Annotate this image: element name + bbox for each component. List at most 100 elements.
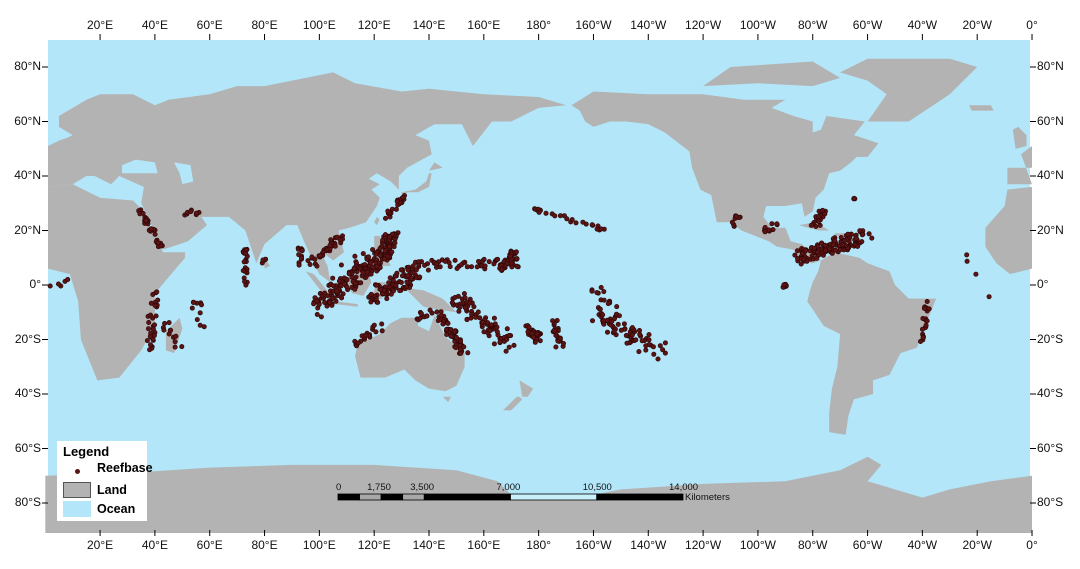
- reef-point: [385, 208, 391, 214]
- reef-point: [148, 226, 154, 232]
- reef-point: [536, 209, 542, 215]
- reef-point: [614, 304, 620, 310]
- reef-point: [840, 242, 846, 248]
- reef-point: [456, 308, 462, 314]
- reef-point: [801, 256, 807, 262]
- reef-point: [769, 221, 775, 227]
- reef-point: [601, 289, 607, 295]
- landmass-tasmania: [442, 396, 451, 403]
- reef-point: [866, 231, 872, 237]
- legend-label: Land: [97, 483, 127, 497]
- ocean-swatch: [63, 501, 91, 517]
- reef-points-layer: [47, 193, 992, 362]
- reef-point: [370, 264, 376, 270]
- scale-bar: [337, 493, 684, 501]
- reef-point: [494, 329, 500, 335]
- reef-point: [504, 260, 510, 266]
- reef-point: [513, 249, 519, 255]
- reef-point: [553, 344, 559, 350]
- reef-point: [368, 299, 374, 305]
- lat-label-right: 40°S: [1037, 386, 1064, 400]
- reef-point: [618, 327, 624, 333]
- reef-point: [242, 279, 248, 285]
- lon-label-top: 20°W: [962, 18, 992, 32]
- reef-point: [774, 221, 780, 227]
- reef-point: [583, 221, 589, 227]
- reef-point: [830, 242, 836, 248]
- reef-point: [400, 194, 406, 200]
- lat-label-left: 0°: [29, 277, 41, 291]
- lon-label-bottom: 20°E: [87, 538, 114, 552]
- lon-label-top: 140°W: [630, 18, 667, 32]
- reef-point: [733, 213, 739, 219]
- reef-point: [491, 315, 497, 321]
- reef-point: [405, 273, 411, 279]
- reef-point: [427, 307, 433, 313]
- lon-label-top: 60°E: [196, 18, 223, 32]
- reef-point: [344, 277, 350, 283]
- reef-point: [158, 243, 164, 249]
- reef-point: [623, 332, 629, 338]
- reef-point: [346, 271, 352, 277]
- reef-point: [296, 262, 302, 268]
- reef-point: [920, 315, 926, 321]
- reef-point: [924, 318, 930, 324]
- reef-point: [853, 235, 859, 241]
- lat-label-left: 80°N: [14, 59, 41, 73]
- reef-point: [355, 340, 361, 346]
- lon-label-bottom: 80°E: [251, 538, 278, 552]
- reef-point: [379, 328, 385, 334]
- reef-point: [814, 255, 820, 261]
- reef-point: [491, 261, 497, 267]
- reef-point: [377, 245, 383, 251]
- lon-label-top: 120°E: [357, 18, 391, 32]
- reef-point: [662, 340, 668, 346]
- reef-point: [454, 265, 460, 271]
- reef-point: [601, 297, 607, 303]
- lat-label-right: 80°N: [1037, 59, 1064, 73]
- legend-item-reefbase: Reefbase: [63, 461, 153, 475]
- reef-point: [364, 269, 370, 275]
- reef-point: [487, 327, 493, 333]
- reef-point: [639, 338, 645, 344]
- landmass-wafrica: [985, 186, 1032, 275]
- reef-point: [352, 253, 358, 259]
- reef-point: [795, 256, 801, 262]
- reef-point: [150, 326, 156, 332]
- reef-point: [314, 263, 320, 269]
- reef-point: [148, 342, 154, 348]
- reef-point: [363, 332, 369, 338]
- reef-point: [143, 218, 149, 224]
- reef-point: [410, 263, 416, 269]
- reef-point: [604, 329, 610, 335]
- reef-point: [504, 336, 510, 342]
- reef-point: [386, 280, 392, 286]
- reef-point: [600, 312, 606, 318]
- landmass-antarctica: [45, 456, 1033, 533]
- reef-point: [636, 349, 642, 355]
- reef-point: [729, 219, 735, 225]
- reef-point: [511, 342, 517, 348]
- reef-point: [373, 296, 379, 302]
- reef-point: [497, 339, 503, 345]
- reef-point: [373, 329, 379, 335]
- reef-point: [197, 322, 203, 328]
- reef-point: [469, 311, 475, 317]
- reef-point: [299, 248, 305, 254]
- scale-segment: [596, 493, 684, 501]
- reef-point: [167, 327, 173, 333]
- reef-point: [144, 338, 150, 344]
- reef-point: [327, 300, 333, 306]
- lon-label-bottom: 20°W: [962, 538, 992, 552]
- reef-point: [146, 326, 152, 332]
- landmass-iberia: [1007, 146, 1032, 185]
- reef-point: [629, 325, 635, 331]
- reef-point: [605, 301, 611, 307]
- reef-point: [803, 248, 809, 254]
- reef-point: [534, 331, 540, 337]
- reef-point: [646, 337, 652, 343]
- reef-point: [197, 310, 203, 316]
- reef-point: [560, 340, 566, 346]
- reef-point: [924, 298, 930, 304]
- reef-point: [475, 309, 481, 315]
